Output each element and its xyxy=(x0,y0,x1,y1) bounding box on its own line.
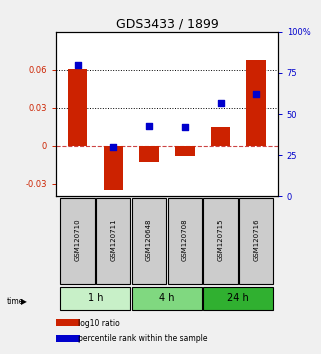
Text: log10 ratio: log10 ratio xyxy=(78,319,120,328)
Bar xyxy=(211,127,230,146)
Text: percentile rank within the sample: percentile rank within the sample xyxy=(78,334,208,343)
Bar xyxy=(239,198,273,284)
Bar xyxy=(96,198,130,284)
Bar xyxy=(204,198,238,284)
Point xyxy=(182,125,187,130)
Text: time: time xyxy=(6,297,24,306)
Bar xyxy=(60,287,130,310)
Text: ▶: ▶ xyxy=(21,297,27,306)
Text: GSM120715: GSM120715 xyxy=(218,218,223,261)
Bar xyxy=(139,146,159,162)
Text: GSM120711: GSM120711 xyxy=(110,218,116,261)
Bar xyxy=(132,198,166,284)
Bar xyxy=(56,335,80,342)
Bar xyxy=(56,319,80,326)
Point xyxy=(111,144,116,150)
Bar xyxy=(103,146,123,190)
Text: 1 h: 1 h xyxy=(88,293,103,303)
Title: GDS3433 / 1899: GDS3433 / 1899 xyxy=(116,18,218,31)
Text: 24 h: 24 h xyxy=(228,293,249,303)
Text: GSM120648: GSM120648 xyxy=(146,218,152,261)
Bar xyxy=(247,60,266,146)
Point xyxy=(75,62,80,68)
Bar xyxy=(132,287,202,310)
Text: GSM120708: GSM120708 xyxy=(182,218,188,261)
Bar xyxy=(175,146,195,156)
Point xyxy=(218,100,223,105)
Bar xyxy=(204,287,273,310)
Text: 4 h: 4 h xyxy=(159,293,175,303)
Bar xyxy=(168,198,202,284)
Bar xyxy=(68,69,87,146)
Bar xyxy=(60,198,95,284)
Text: GSM120710: GSM120710 xyxy=(74,218,81,261)
Text: GSM120716: GSM120716 xyxy=(253,218,259,261)
Point xyxy=(254,92,259,97)
Point xyxy=(146,123,152,129)
